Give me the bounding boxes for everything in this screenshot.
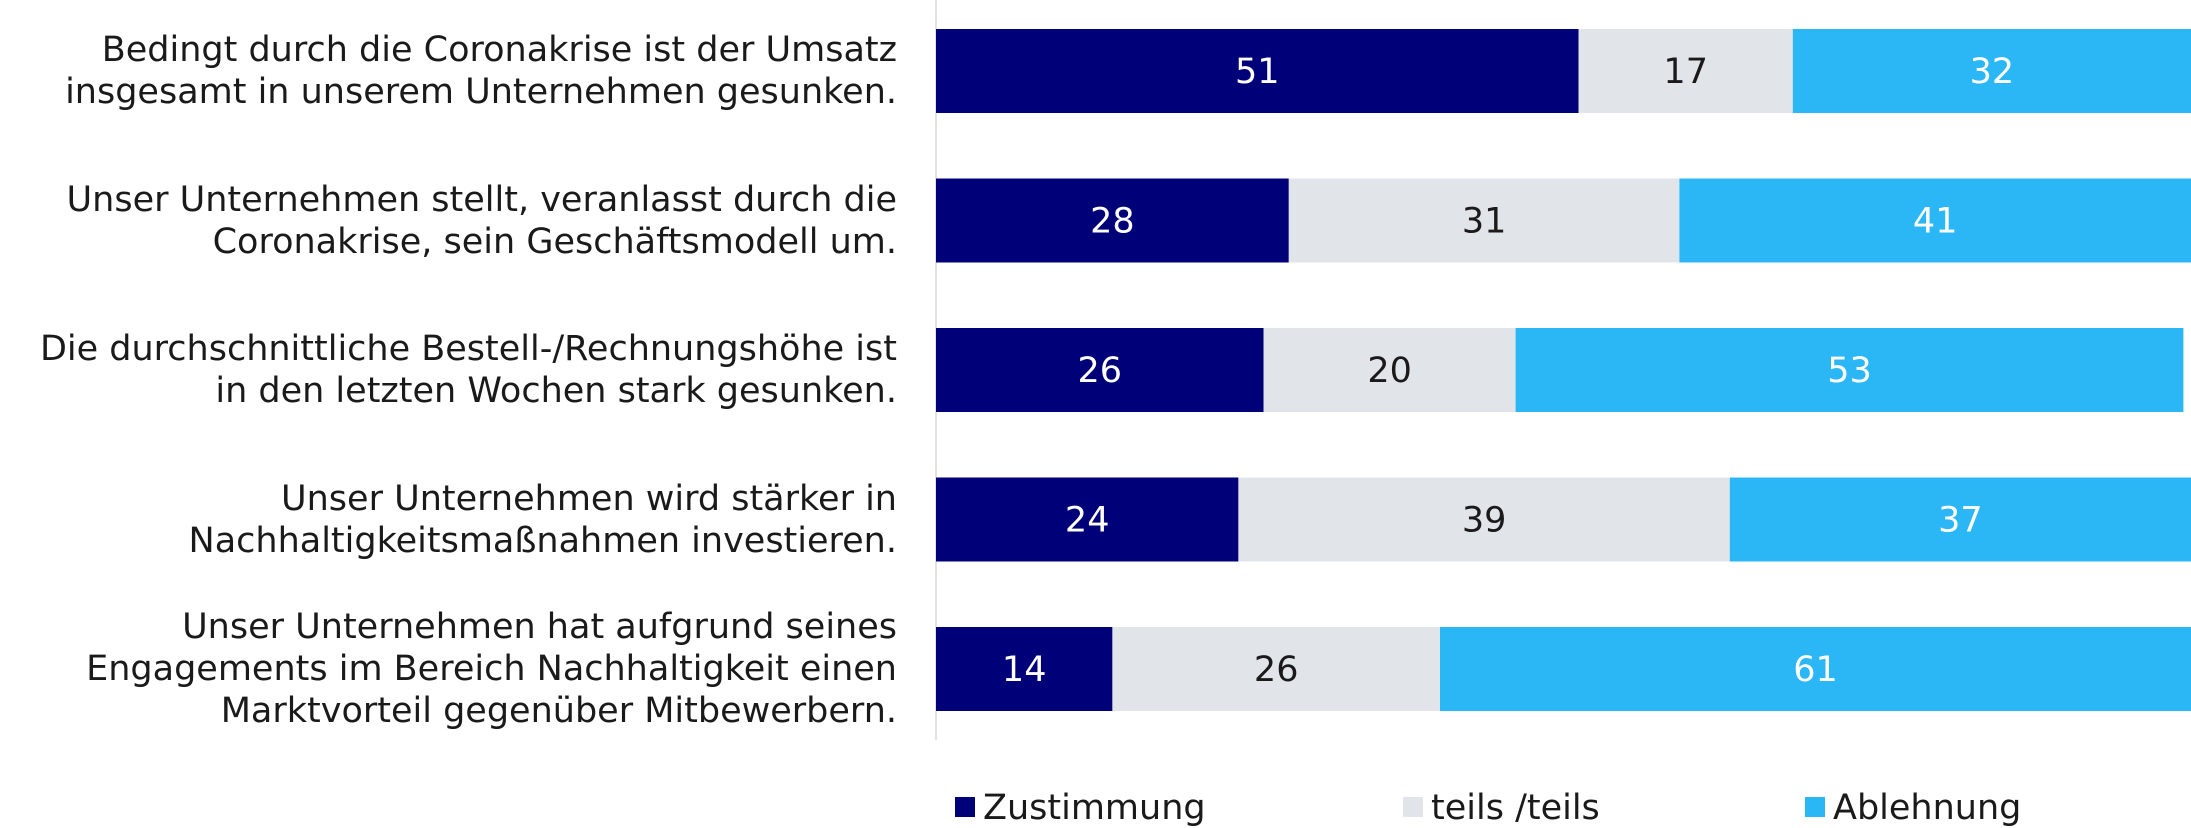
- data-label: 24: [1065, 501, 1110, 541]
- legend-swatch: [1805, 797, 1825, 817]
- category-label: Bedingt durch die Coronakrise ist der Um…: [65, 30, 897, 112]
- category-label: Unser Unternehmen hat aufgrund seines En…: [86, 607, 897, 731]
- bar-segment: [1112, 627, 1440, 711]
- bar-segment: [1792, 29, 2191, 113]
- category-label: Unser Unternehmen stellt, veranlasst dur…: [66, 179, 897, 262]
- bar-segment: [1440, 627, 2191, 711]
- data-label: 14: [1002, 650, 1047, 690]
- bar-segment: [936, 627, 1113, 711]
- bar-segment: [936, 29, 1579, 113]
- legend-label: Ablehnung: [1833, 788, 2021, 828]
- category-label-box: Bedingt durch die Coronakrise ist der Um…: [0, 0, 897, 146]
- data-label: 32: [1970, 52, 2015, 92]
- data-label: 17: [1663, 52, 1708, 92]
- bar-segment: [1679, 178, 2191, 263]
- data-label: 37: [1938, 501, 1983, 541]
- bar-segment: [1578, 29, 1793, 113]
- data-label: 26: [1078, 351, 1123, 391]
- bar-segment: [1729, 477, 2191, 562]
- category-label-box: Unser Unternehmen stellt, veranlasst dur…: [0, 146, 897, 296]
- data-label: 39: [1462, 501, 1507, 541]
- bar-segment: [1515, 328, 2184, 412]
- data-label: 20: [1367, 351, 1412, 391]
- data-label: 41: [1913, 202, 1958, 242]
- category-label-box: Unser Unternehmen hat aufgrund seines En…: [0, 594, 897, 744]
- data-label: 31: [1462, 202, 1507, 242]
- data-label: 26: [1254, 650, 1299, 690]
- bar-segment: [1288, 178, 1680, 263]
- bar-segment: [936, 178, 1289, 263]
- bar-segment: [1263, 328, 1516, 412]
- data-label: 28: [1090, 202, 1135, 242]
- legend-swatch: [955, 797, 975, 817]
- legend-label: teils /teils: [1431, 788, 1600, 828]
- category-label: Die durchschnittliche Bestell-/Rechnungs…: [39, 329, 897, 411]
- legend-swatch: [1403, 797, 1423, 817]
- category-label-box: Unser Unternehmen wird stärker in Nachha…: [0, 445, 897, 595]
- data-label: 61: [1793, 650, 1838, 690]
- bar-segment: [936, 328, 1264, 412]
- category-label: Unser Unternehmen wird stärker in Nachha…: [188, 478, 897, 561]
- bar-segment: [1238, 477, 1730, 562]
- bar-segment: [936, 477, 1239, 562]
- category-label-box: Die durchschnittliche Bestell-/Rechnungs…: [0, 295, 897, 445]
- legend-label: Zustimmung: [983, 788, 1206, 828]
- data-label: 51: [1235, 52, 1280, 92]
- data-label: 53: [1827, 351, 1872, 391]
